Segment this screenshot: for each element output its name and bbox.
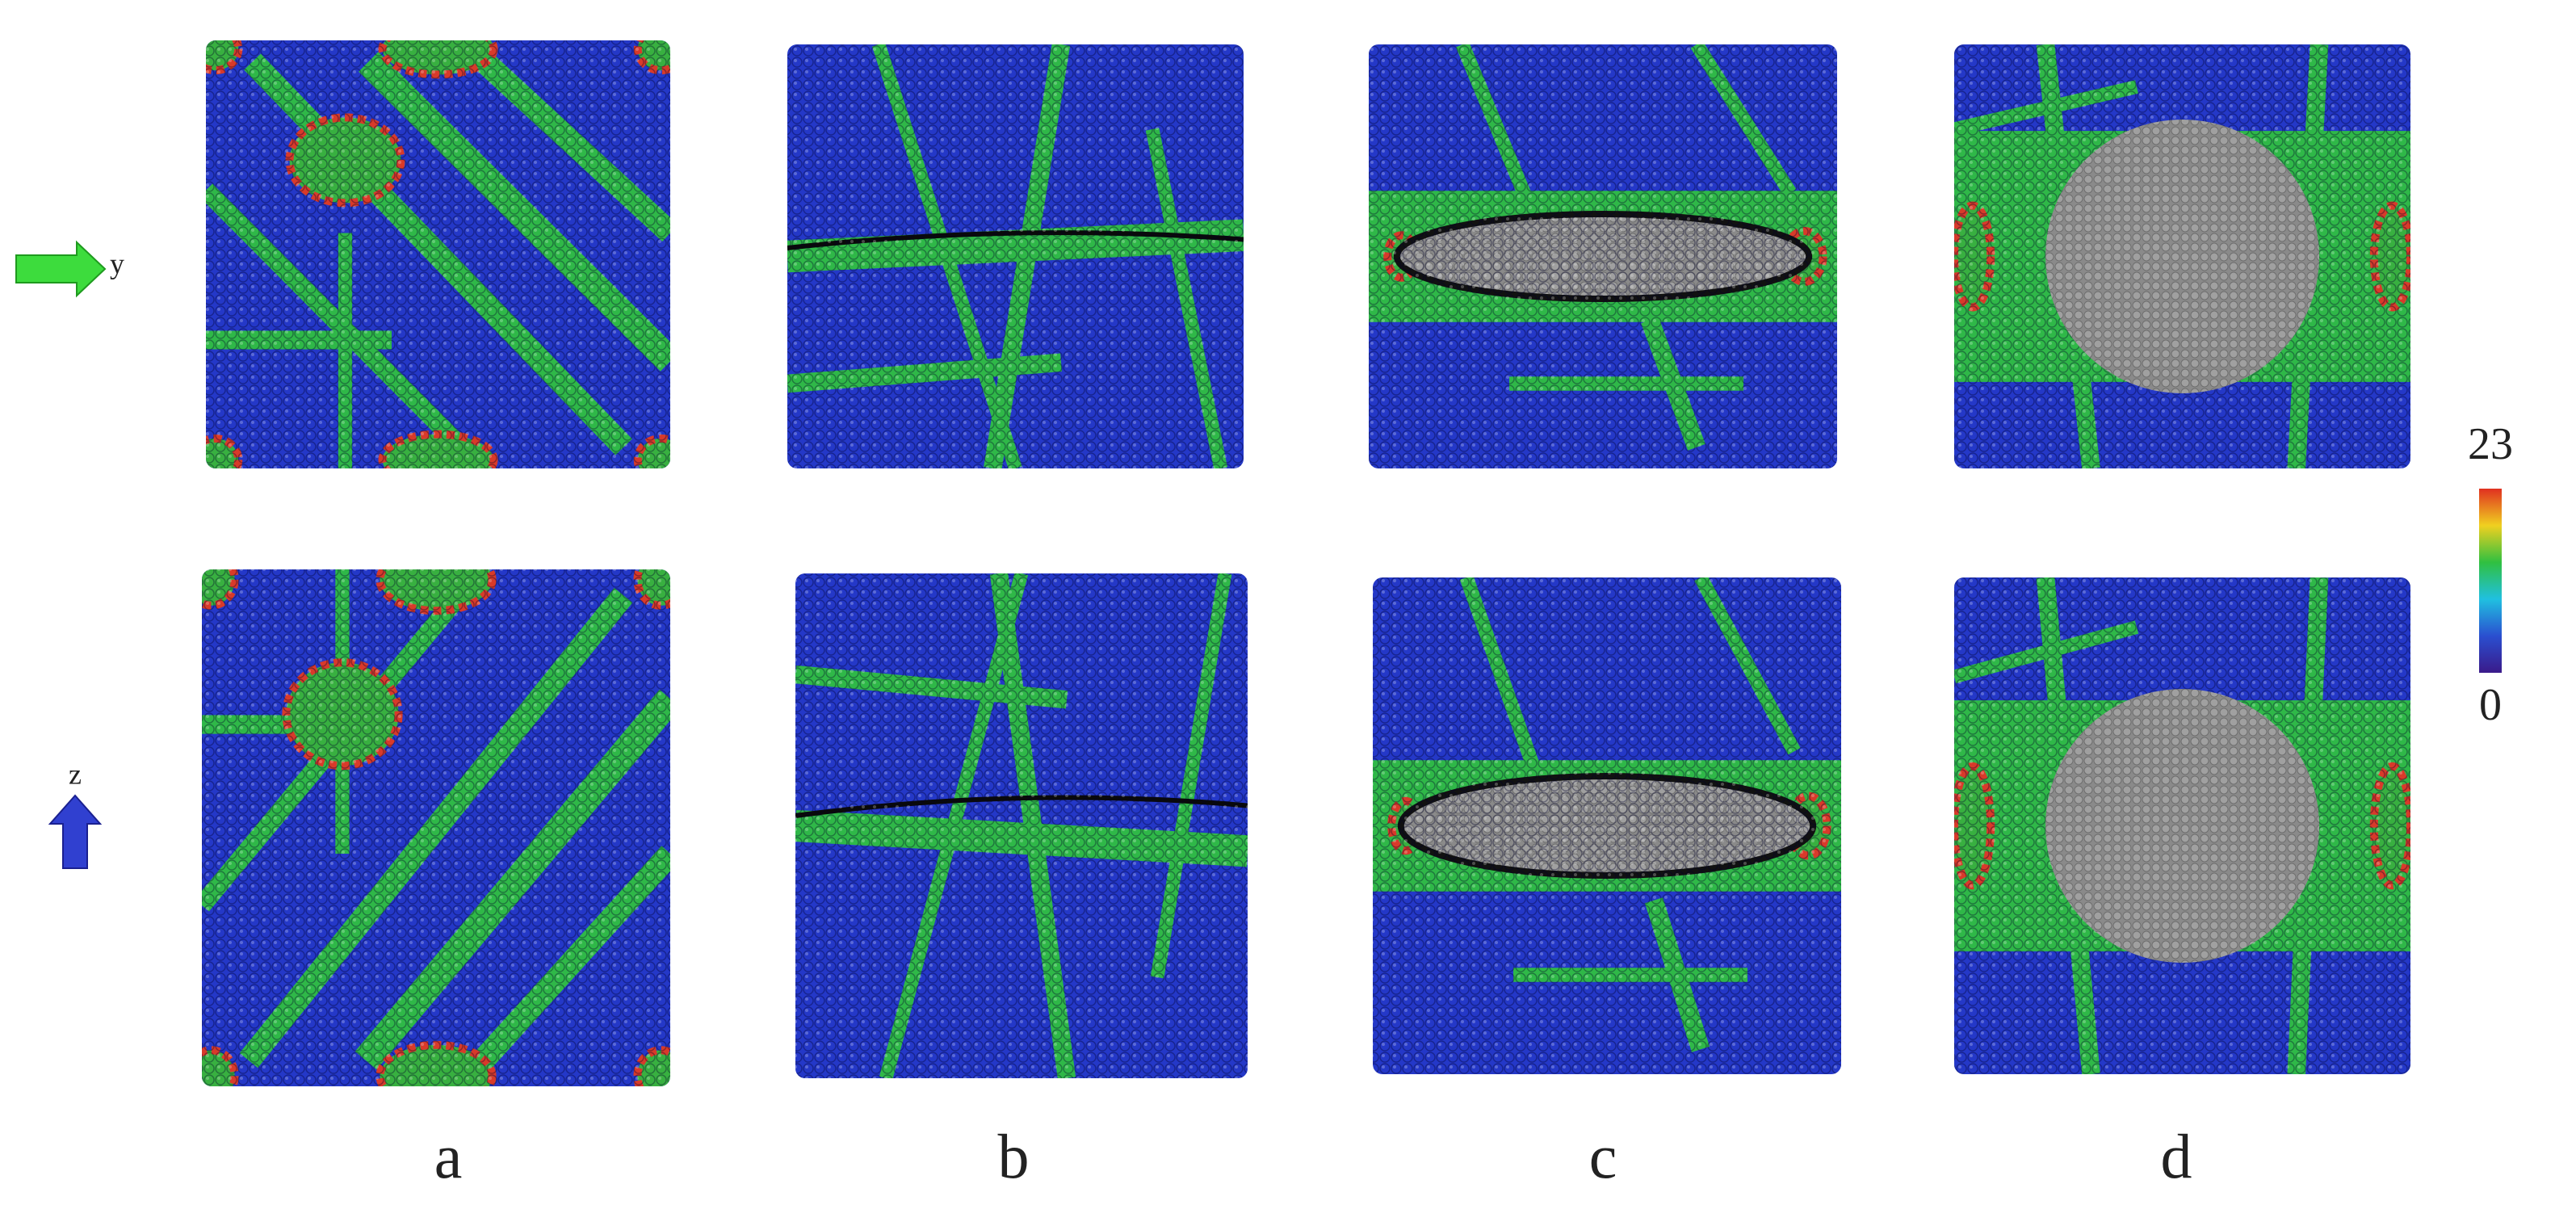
snapshot <box>1369 44 1837 468</box>
snapshot <box>795 573 1248 1078</box>
atom-texture <box>206 40 670 468</box>
atom-texture <box>795 573 1248 1078</box>
panel-label: d <box>2161 1121 2192 1191</box>
z-axis-label: z <box>69 758 82 790</box>
snapshot-body <box>787 44 1244 468</box>
atom-texture <box>202 569 670 1086</box>
snapshot-body <box>1954 44 2410 468</box>
snapshot-body <box>202 569 670 1086</box>
snapshot <box>1954 577 2410 1074</box>
arrow-shape <box>48 794 103 869</box>
z-arrow: z <box>48 758 103 869</box>
panel-label: c <box>1589 1121 1617 1191</box>
panels: a b c d <box>202 40 2410 1191</box>
colorbar-min: 0 <box>2479 680 2502 730</box>
colorbar-max: 23 <box>2468 419 2513 469</box>
arrow-shape <box>15 240 107 298</box>
snapshot-body <box>1373 577 1841 1074</box>
y-arrow: y <box>15 240 124 298</box>
snapshot-body <box>1369 44 1837 468</box>
snapshot <box>1954 44 2410 468</box>
atom-texture <box>1373 577 1841 1074</box>
snapshot <box>206 40 670 468</box>
void <box>2045 120 2319 393</box>
atom-texture <box>1369 44 1837 468</box>
snapshot <box>1373 577 1841 1074</box>
panel-label: a <box>434 1121 463 1191</box>
snapshot <box>787 44 1244 468</box>
void <box>2045 689 2319 963</box>
y-axis-label: y <box>110 247 124 279</box>
atom-texture <box>787 44 1244 468</box>
snapshot <box>202 569 670 1086</box>
colorbar <box>2479 489 2502 673</box>
snapshot-body <box>206 40 670 468</box>
snapshot-body <box>1954 577 2410 1074</box>
panel-label: b <box>998 1121 1030 1191</box>
snapshot-body <box>795 573 1248 1078</box>
